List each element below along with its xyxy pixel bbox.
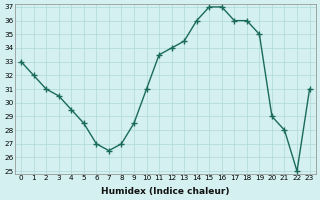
X-axis label: Humidex (Indice chaleur): Humidex (Indice chaleur) [101,187,229,196]
